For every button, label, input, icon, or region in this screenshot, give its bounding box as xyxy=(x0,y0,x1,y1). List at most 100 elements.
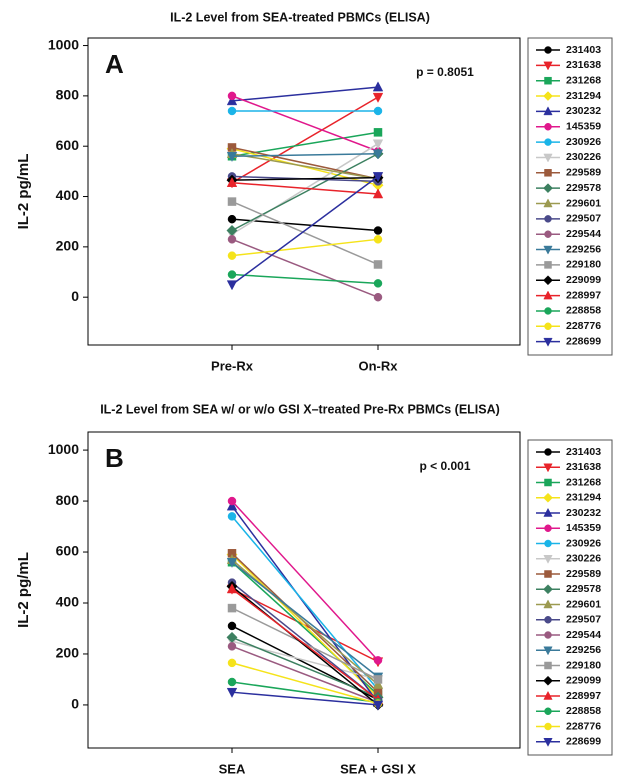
legend-label: 231268 xyxy=(566,74,601,86)
legend-marker xyxy=(544,138,552,146)
marker xyxy=(372,81,384,92)
marker xyxy=(372,700,384,711)
legend-label: 228699 xyxy=(566,335,601,347)
legend-marker xyxy=(544,261,552,269)
legend-marker xyxy=(543,91,553,101)
legend-label: 229578 xyxy=(566,583,601,595)
series-line xyxy=(231,588,379,701)
legend-label: 228776 xyxy=(566,320,601,332)
marker xyxy=(373,260,383,269)
legend-marker xyxy=(543,245,553,255)
legend-marker xyxy=(543,492,553,503)
marker xyxy=(372,172,384,183)
y-tick-label: 200 xyxy=(56,645,80,661)
legend-marker xyxy=(544,661,552,670)
marker xyxy=(226,280,238,291)
marker xyxy=(226,631,238,643)
legend-marker xyxy=(543,290,553,300)
y-axis-label: IL-2 pg/mL xyxy=(15,552,32,628)
marker xyxy=(227,251,237,260)
legend-label: 231403 xyxy=(566,446,601,458)
legend-label: 229256 xyxy=(566,243,601,255)
series-line xyxy=(231,500,379,661)
series-line xyxy=(231,153,379,180)
marker xyxy=(226,152,238,163)
legend-label: 230926 xyxy=(566,136,601,148)
legend-label: 229256 xyxy=(566,644,601,656)
marker xyxy=(227,106,237,116)
marker xyxy=(227,270,237,279)
marker xyxy=(226,224,238,237)
marker xyxy=(373,292,383,302)
y-tick-label: 1000 xyxy=(48,441,79,457)
y-tick-label: 1000 xyxy=(48,36,79,52)
legend-label: 231294 xyxy=(566,492,601,504)
series-line xyxy=(231,95,379,152)
marker xyxy=(227,642,237,651)
series-line xyxy=(231,645,379,704)
series-line xyxy=(231,176,379,181)
marker xyxy=(372,678,384,689)
series-line xyxy=(231,86,379,102)
legend-marker xyxy=(544,307,552,315)
marker xyxy=(226,687,238,698)
series-line xyxy=(231,681,379,704)
y-axis-label: IL-2 pg/mL xyxy=(15,154,32,230)
legend-label: 229544 xyxy=(566,228,601,240)
marker xyxy=(372,92,384,103)
marker xyxy=(373,675,383,684)
legend-marker xyxy=(544,169,552,177)
legend-label: 145359 xyxy=(566,121,601,133)
legend-label: 230232 xyxy=(566,105,601,117)
y-tick-label: 800 xyxy=(56,87,80,103)
marker xyxy=(373,235,383,244)
marker xyxy=(227,512,237,521)
legend-label: 230232 xyxy=(566,507,601,519)
marker xyxy=(373,656,383,665)
series-line xyxy=(231,636,379,698)
legend-marker xyxy=(544,616,552,624)
marker xyxy=(227,496,237,506)
series-line xyxy=(231,582,379,701)
legend-marker xyxy=(543,183,553,194)
legend-frame xyxy=(527,439,613,756)
legend-label: 231638 xyxy=(566,461,601,473)
legend-marker xyxy=(543,555,553,564)
legend-label: 228858 xyxy=(566,705,601,717)
legend-label: 231638 xyxy=(566,59,601,71)
marker xyxy=(226,557,238,568)
y-tick-label: 400 xyxy=(56,594,80,610)
marker xyxy=(372,139,384,150)
marker xyxy=(372,188,384,199)
legend-label: 145359 xyxy=(566,522,601,534)
series-line xyxy=(231,561,379,678)
legend-label: 231403 xyxy=(566,44,601,56)
series-line xyxy=(231,153,379,232)
plot-frame xyxy=(87,431,521,749)
marker xyxy=(227,621,237,631)
legend-label: 229589 xyxy=(566,167,601,179)
marker xyxy=(373,279,383,288)
legend-marker xyxy=(544,631,552,639)
series-line xyxy=(231,175,379,286)
legend-marker xyxy=(544,722,552,731)
marker xyxy=(227,197,237,206)
legend-marker xyxy=(543,61,553,71)
legend-marker xyxy=(544,230,552,238)
legend-marker xyxy=(544,570,552,578)
legend-marker xyxy=(543,153,553,163)
marker xyxy=(226,583,238,594)
y-tick-label: 0 xyxy=(71,288,79,304)
marker xyxy=(373,226,383,235)
y-tick-label: 400 xyxy=(56,187,80,203)
x-tick-label: On-Rx xyxy=(359,358,399,373)
legend-label: 228776 xyxy=(566,720,601,732)
legend-frame xyxy=(527,37,613,356)
y-tick-label: 600 xyxy=(56,543,80,559)
x-tick-label: SEA + GSI X xyxy=(340,761,416,776)
panel-label: A xyxy=(105,49,124,79)
legend-marker xyxy=(544,123,552,131)
marker xyxy=(226,95,238,106)
legend-marker xyxy=(544,46,552,54)
